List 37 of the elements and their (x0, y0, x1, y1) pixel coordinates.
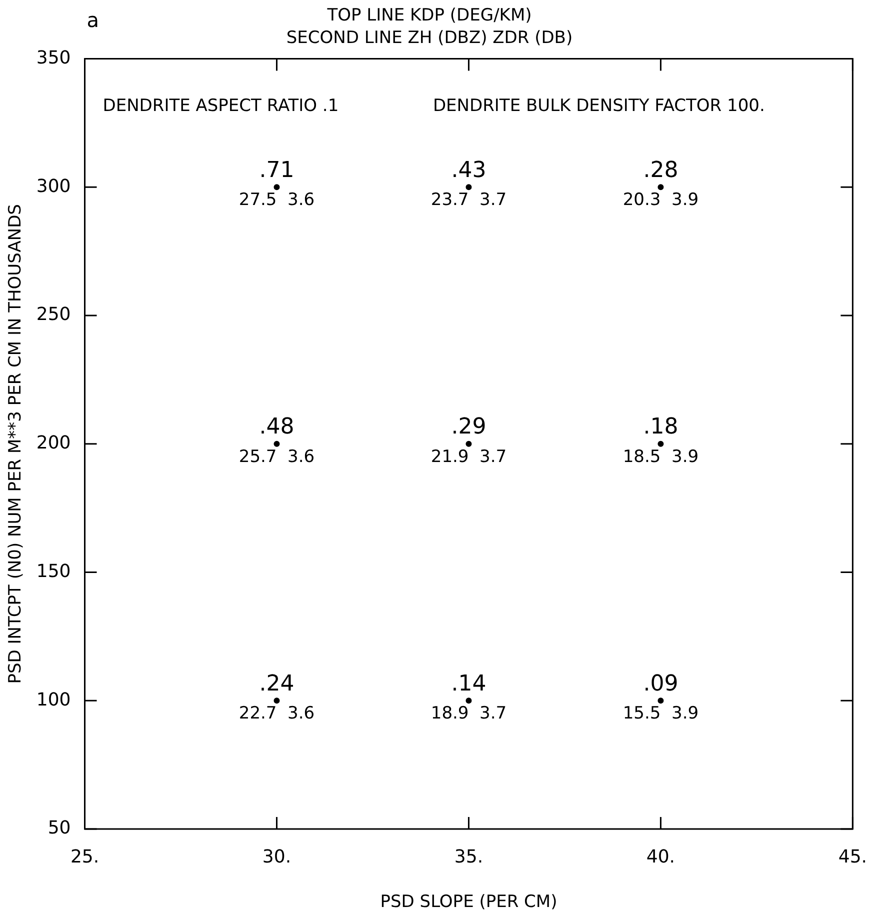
annotation: .48 (259, 414, 294, 440)
annotation: .28 (643, 158, 678, 183)
annotation: .24 (259, 671, 294, 696)
annotation: .29 (451, 414, 486, 440)
text: a (86, 8, 100, 32)
chart-title: TOP LINE KDP (DEG/KM) (326, 6, 532, 26)
y-tick-label: 200 (36, 432, 71, 454)
y-tick-label: 250 (36, 304, 71, 326)
y-tick-label: 300 (36, 176, 71, 197)
x-axis-title: PSD SLOPE (PER CM) (380, 892, 558, 912)
annotation: .14 (451, 671, 486, 696)
annotation: 22.7 3.6 (238, 704, 315, 724)
chart-subtitle: SECOND LINE ZH (DBZ) ZDR (DB) (286, 28, 573, 48)
annotation: 23.7 3.7 (430, 190, 507, 210)
y-tick-label: 100 (36, 689, 71, 710)
annotation: .09 (643, 671, 678, 696)
y-tick-label: 150 (36, 560, 71, 582)
y-tick-label: 350 (36, 47, 71, 68)
x-tick-label: 45. (838, 846, 868, 868)
annotation: 18.9 3.7 (430, 704, 507, 724)
annotation: 18.5 3.9 (622, 446, 699, 467)
y-tick-label: 50 (48, 818, 71, 839)
annotation: 20.3 3.9 (622, 190, 699, 210)
x-tick-label: 40. (646, 846, 676, 868)
annotation: 15.5 3.9 (622, 704, 699, 724)
x-tick-label: 35. (454, 846, 484, 868)
annotation: DENDRITE BULK DENSITY FACTOR 100. (432, 96, 765, 116)
annotation: 27.5 3.6 (238, 190, 315, 210)
x-tick-label: 25. (70, 846, 100, 868)
y-axis-title: PSD INTCPT (N0) NUM PER M**3 PER CM IN THOUSANDS (6, 204, 26, 684)
annotation: 21.9 3.7 (430, 446, 507, 467)
annotation: .43 (451, 158, 486, 183)
annotation: 25.7 3.6 (238, 446, 315, 467)
x-tick-label: 30. (262, 846, 292, 868)
annotation: .18 (643, 414, 678, 440)
annotation: .71 (259, 158, 294, 183)
annotation: DENDRITE ASPECT RATIO .1 (102, 96, 339, 116)
